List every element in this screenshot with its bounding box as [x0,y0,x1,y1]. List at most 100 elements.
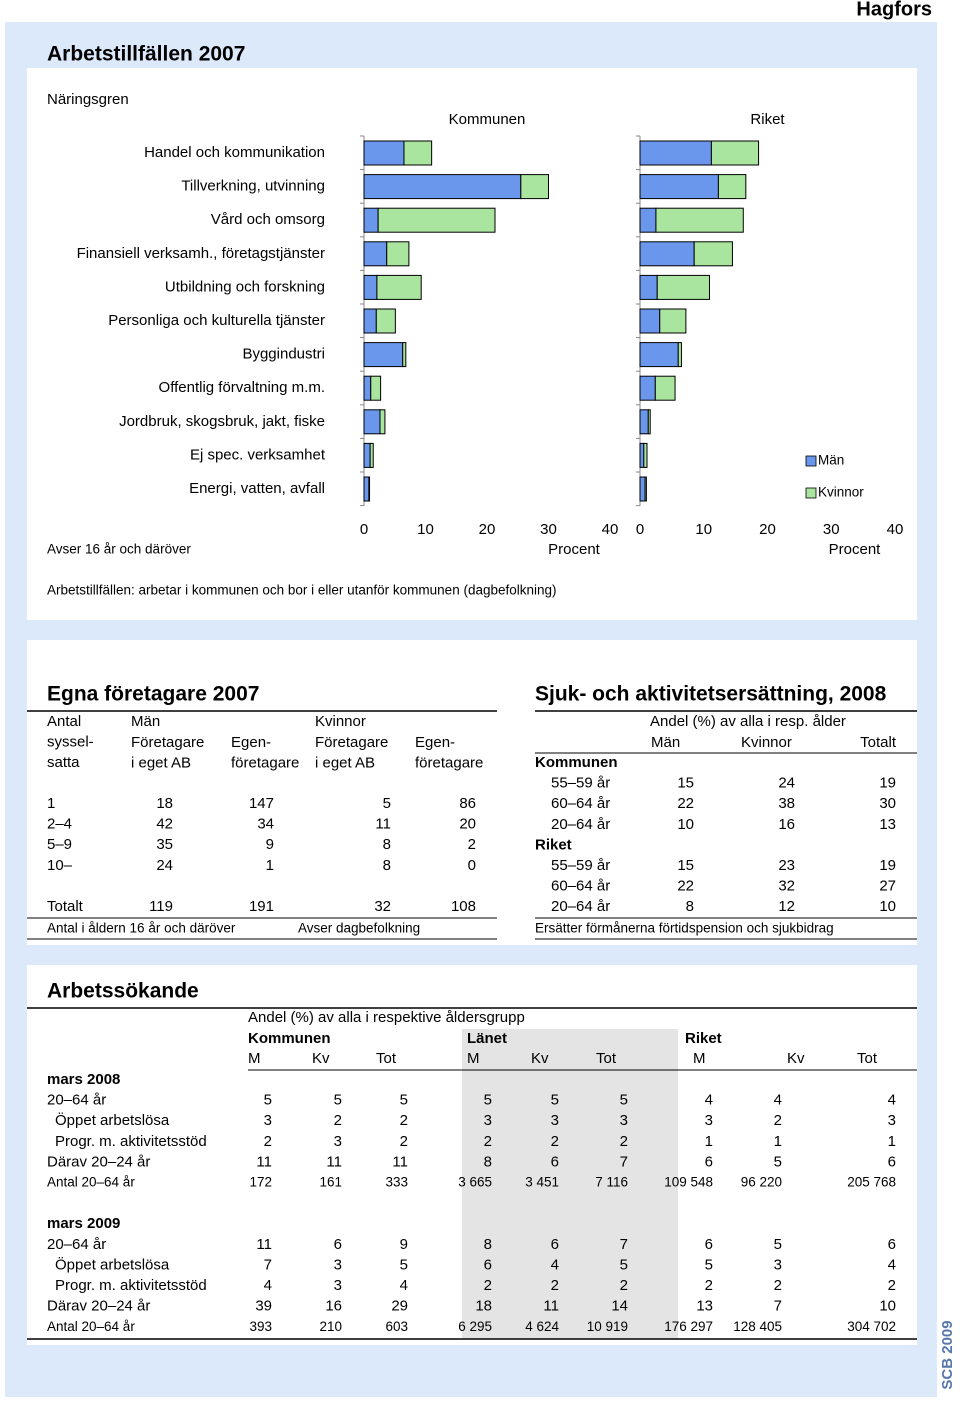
panel-title: Riket [750,111,785,128]
x-tick-label: 0 [636,521,644,538]
bar [363,274,378,300]
bar [370,375,382,401]
row-group: mars 2009 [47,1215,120,1232]
column-group: Andel (%) av alla i respektive åldersgru… [248,1009,525,1026]
table-cell: 304 702 [847,1319,896,1334]
section-box [27,68,917,620]
table-cell: 3 [334,1277,342,1294]
table-cell: 108 [451,898,476,915]
column-header: Företagare [315,734,388,751]
table-cell: 2–4 [47,816,72,833]
bar [717,174,747,200]
bar [639,241,695,267]
column-header: i eget AB [315,755,375,772]
table-cell: 12 [778,898,795,915]
table-cell: 2 [774,1277,782,1294]
table-cell: 6 [888,1236,896,1253]
row-group: Riket [535,836,572,853]
table-cell: 8 [484,1236,492,1253]
table-cell: 3 [334,1133,342,1150]
column-shade [462,1029,678,1339]
bar [639,442,645,468]
table-cell: 10 919 [587,1319,628,1334]
table-cell: 11 [326,1153,342,1170]
table-cell: 191 [249,898,274,915]
footnote: Arbetstillfällen: arbetar i kommunen och… [47,583,557,598]
category-label: Jordbruk, skogsbruk, jakt, fiske [119,413,325,430]
bar [363,241,388,267]
table-cell: 22 [677,795,694,812]
table-cell: 3 [334,1256,342,1273]
table-cell: Därav 20–24 år [47,1153,150,1170]
category-label: Tillverkning, utvinning [181,178,325,195]
table-cell: 8 [383,857,391,874]
table-cell: 161 [319,1175,342,1190]
table-cell: 23 [778,857,795,874]
table-cell: 3 665 [458,1175,492,1190]
table-cell: 5 [551,1092,559,1109]
legend-swatch [805,455,817,467]
table-cell: 2 [705,1277,713,1294]
bar [403,140,433,166]
table-cell: 2 [551,1277,559,1294]
section-box [27,640,917,945]
column-group: Kommunen [248,1030,331,1047]
section-title: Egna företagare 2007 [47,683,259,706]
table-cell: 19 [879,857,896,874]
table-cell: 2 [551,1133,559,1150]
category-header: Näringsgren [47,91,129,108]
table-cell: 22 [677,878,694,895]
table-cell: 6 295 [458,1319,492,1334]
table-cell: Därav 20–24 år [47,1298,150,1315]
table-cell: 11 [392,1153,408,1170]
column-header: Kvinnor [741,734,792,751]
table-cell: 176 297 [664,1319,713,1334]
table-cell: 39 [255,1298,272,1315]
column-header: Antal [47,713,81,730]
category-label: Byggindustri [242,346,325,363]
table-cell: 2 [264,1133,272,1150]
table-cell: 6 [334,1236,342,1253]
table-cell: 3 [774,1256,782,1273]
table-cell: 8 [686,898,694,915]
table-cell: 19 [879,775,896,792]
table-cell: 7 116 [595,1175,628,1190]
table-cell: 8 [383,836,391,853]
table-cell: 1 [47,795,55,812]
page-title: Hagfors [856,0,932,20]
table-cell: 6 [705,1236,713,1253]
table-cell: 5 [774,1236,782,1253]
table-cell: 60–64 år [551,795,610,812]
x-tick-label: 10 [695,521,712,538]
table-cell: 3 [705,1112,713,1129]
bar [520,174,550,200]
bar [639,409,649,435]
category-label: Vård och omsorg [211,211,325,228]
bar [639,308,661,334]
column-header: Kv [787,1050,805,1067]
column-header: Företagare [131,734,204,751]
bar [639,140,712,166]
table-cell: 210 [319,1319,342,1334]
bar [369,442,374,468]
table-cell: 1 [705,1133,713,1150]
column-header: företagare [415,755,483,772]
table-cell: 2 [620,1277,628,1294]
table-cell: 10– [47,857,73,874]
table-cell: 20–64 år [551,898,610,915]
column-group: Män [131,713,160,730]
bar [647,409,651,435]
column-header: företagare [231,755,299,772]
column-group: Andel (%) av alla i resp. ålder [650,713,846,730]
table-cell: 7 [774,1298,782,1315]
table-cell: Antal 20–64 år [47,1175,135,1190]
table-cell: 5 [620,1256,628,1273]
bar [693,241,733,267]
table-cell: 4 [400,1277,408,1294]
table-cell: 0 [468,857,476,874]
table-cell: 109 548 [664,1175,713,1190]
bar [376,274,422,300]
table-cell: 5 [334,1092,342,1109]
column-group: Länet [467,1030,507,1047]
table-cell: 1 [774,1133,782,1150]
